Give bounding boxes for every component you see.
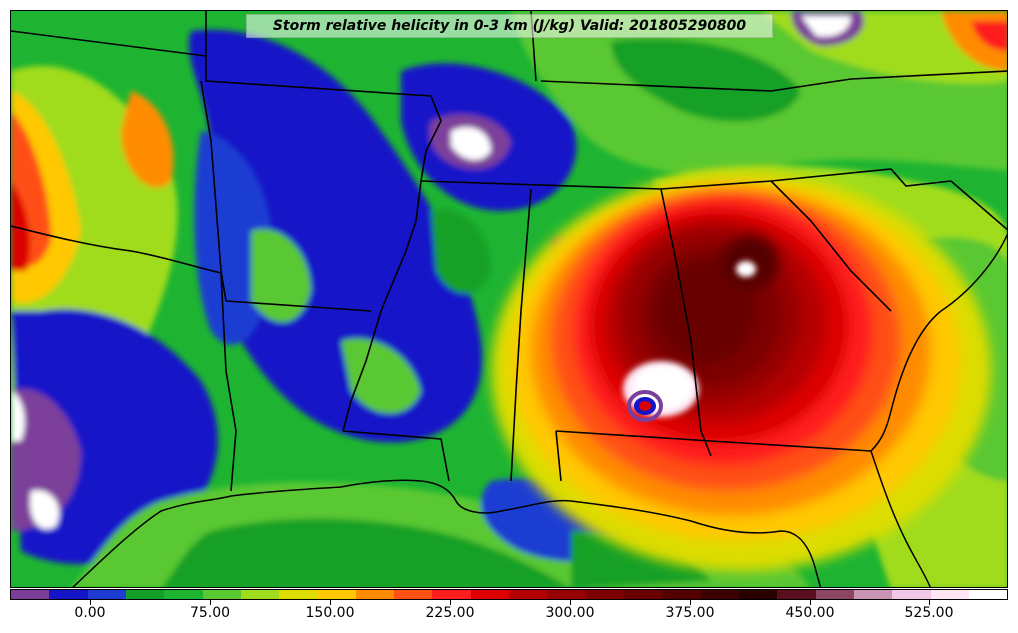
- colorbar-tick: [690, 600, 691, 605]
- colorbar-segment: [470, 590, 510, 599]
- colorbar-tick-label: 150.00: [305, 605, 355, 621]
- colorbar-segment: [355, 590, 395, 599]
- colorbar-segment: [738, 590, 778, 599]
- colorbar-tick-label: 75.00: [189, 605, 231, 621]
- colorbar-segment: [432, 590, 471, 599]
- colorbar-tick: [929, 600, 930, 605]
- colorbar-segment: [317, 590, 356, 599]
- colorbar-segment: [662, 590, 701, 599]
- colorbar-segment: [394, 590, 433, 599]
- colorbar-segment: [125, 590, 165, 599]
- colorbar-ticks: 0.00 75.00 150.00 225.00 300.00 375.00 450.00 5…: [10, 600, 1008, 630]
- colorbar-segment: [87, 590, 126, 599]
- colorbar-segment: [968, 590, 1008, 599]
- colorbar-tick-label: 450.00: [785, 605, 835, 621]
- helicity-map: [10, 10, 1008, 588]
- colorbar-segment: [930, 590, 969, 599]
- map-title: Storm relative helicity in 0-3 km (J/kg)…: [246, 14, 773, 38]
- colorbar-segment: [777, 590, 816, 599]
- colorbar-tick: [450, 600, 451, 605]
- colorbar-tick: [330, 600, 331, 605]
- colorbar-tick-label: 225.00: [425, 605, 475, 621]
- colorbar-segment: [240, 590, 280, 599]
- colorbar-tick: [810, 600, 811, 605]
- colorbar: [10, 589, 1008, 600]
- colorbar-tick: [570, 600, 571, 605]
- colorbar-segment: [547, 590, 586, 599]
- colorbar-tick: [210, 600, 211, 605]
- colorbar-tick-label: 525.00: [904, 605, 954, 621]
- cyclone-helicity-maximum: [491, 171, 991, 571]
- colorbar-tick: [90, 600, 91, 605]
- colorbar-segment: [853, 590, 893, 599]
- colorbar-segment: [164, 590, 203, 599]
- colorbar-tick-label: 375.00: [665, 605, 715, 621]
- colorbar-segment: [279, 590, 318, 599]
- cyclone-eye: [627, 390, 663, 422]
- colorbar-segment: [892, 590, 931, 599]
- colorbar-segment: [11, 590, 50, 599]
- colorbar-tick-label: 0.00: [74, 605, 106, 621]
- colorbar-segment: [49, 590, 88, 599]
- colorbar-segment: [202, 590, 241, 599]
- colorbar-tick-label: 300.00: [545, 605, 595, 621]
- colorbar-segment: [624, 590, 663, 599]
- coastline: [72, 233, 1007, 587]
- colorbar-segment: [700, 590, 739, 599]
- helicity-contours: [11, 11, 1007, 587]
- colorbar-segment: [585, 590, 624, 599]
- colorbar-segment: [815, 590, 854, 599]
- state-borders: [11, 11, 1007, 492]
- colorbar-segment: [509, 590, 548, 599]
